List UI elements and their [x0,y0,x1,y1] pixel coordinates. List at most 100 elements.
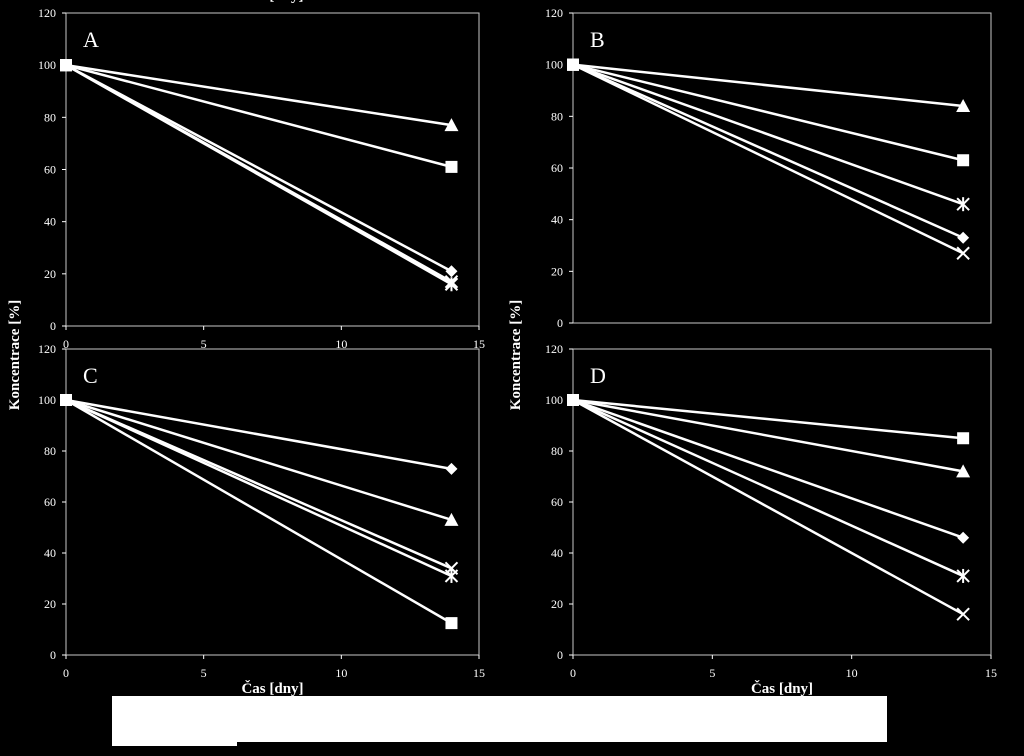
y-tick-label: 100 [38,58,56,72]
y-tick-label: 120 [545,342,563,356]
square-marker [445,617,458,630]
series-line [65,398,452,471]
y-tick-label: 80 [44,110,56,124]
series-star [60,59,459,292]
y-tick-label: 120 [545,6,563,20]
triangle-marker [956,464,971,478]
x-tick-label: 15 [473,337,485,351]
x-axis-title: Čas [dny] [241,0,303,4]
x-tick-label: 15 [985,666,997,680]
x-tick-label: 5 [709,666,715,680]
y-tick-label: 100 [545,393,563,407]
y-tick-label: 20 [44,597,56,611]
chart-panel-d: 0 20 40 60 80 100 120 0 5 10 15 D Koncentrace [%] Čas… [508,300,997,697]
diamond-marker [445,265,458,278]
y-tick-label: 20 [44,267,56,281]
series-line [65,64,453,273]
x-marker [956,607,970,621]
y-tick-label: 40 [44,215,56,229]
square-marker [567,58,579,71]
series-diamond [567,394,970,544]
plot-area-frame [65,12,480,327]
series-line [572,398,964,616]
triangle-marker [956,99,971,112]
y-tick-label: 100 [38,393,56,407]
series-star [567,58,970,212]
star-marker [444,568,459,583]
series-line [572,63,964,239]
series-line [65,398,453,625]
star-marker [956,568,970,583]
series-x [567,58,970,260]
series-square [60,394,458,630]
square-marker [567,394,579,406]
series-x [567,394,970,621]
square-marker [60,59,72,72]
star-marker [956,197,970,212]
y-tick-label: 0 [557,316,563,330]
chart-panel-b: 0 20 40 60 80 100 120 B [545,6,992,330]
series-line [572,398,964,539]
square-marker [60,394,72,406]
x-marker [956,246,970,260]
triangle-marker [444,512,459,526]
caption-box-tab [112,740,237,746]
y-tick-label: 0 [50,319,56,333]
panel-label: C [83,363,98,388]
x-tick-label: 5 [201,666,207,680]
series-diamond [60,59,458,278]
series-line [572,398,964,473]
x-axis-title: Čas [dny] [241,680,303,697]
y-tick-label: 60 [44,495,56,509]
x-tick-label: 10 [335,337,347,351]
star-marker [444,277,459,292]
y-tick-label: 100 [545,58,563,72]
x-tick-label: 10 [335,666,347,680]
y-tick-label: 60 [44,163,56,177]
plot-area-frame [65,348,480,656]
y-tick-label: 0 [50,648,56,662]
y-tick-label: 40 [44,546,56,560]
diamond-marker [445,462,458,475]
square-marker [957,154,970,167]
plot-area-frame [572,12,992,324]
series-x [60,394,459,576]
triangle-marker [444,118,459,132]
x-tick-label: 0 [570,666,576,680]
y-tick-label: 40 [551,546,563,560]
series-line [572,398,964,578]
y-tick-label: 20 [551,597,563,611]
plot-area-frame [572,348,992,656]
x-tick-label: 0 [63,666,69,680]
series-line [65,64,453,286]
series-line [572,63,964,108]
series-line [572,398,964,440]
panel-label: B [590,27,605,52]
series-line [572,63,964,255]
series-line [65,398,452,578]
x-tick-label: 10 [846,666,858,680]
series-line [572,63,964,162]
x-tick-label: 5 [201,337,207,351]
panel-label: A [83,27,99,52]
series-star [567,394,970,583]
y-tick-label: 20 [551,264,563,278]
square-marker [445,160,458,173]
series-line [65,398,452,522]
x-tick-label: 15 [473,666,485,680]
y-tick-label: 120 [38,342,56,356]
y-axis-title: Koncentrace [%] [7,300,23,410]
y-tick-label: 60 [551,161,563,175]
caption-box [112,696,887,742]
y-tick-label: 80 [44,444,56,458]
y-tick-label: 80 [551,444,563,458]
diamond-marker [957,531,970,544]
y-tick-label: 40 [551,213,563,227]
y-tick-label: 60 [551,495,563,509]
y-tick-label: 80 [551,109,563,123]
chart-panel-a: 0 20 40 60 80 100 120 0 5 10 15 A Čas [dny] [38,0,485,351]
square-marker [957,432,970,445]
